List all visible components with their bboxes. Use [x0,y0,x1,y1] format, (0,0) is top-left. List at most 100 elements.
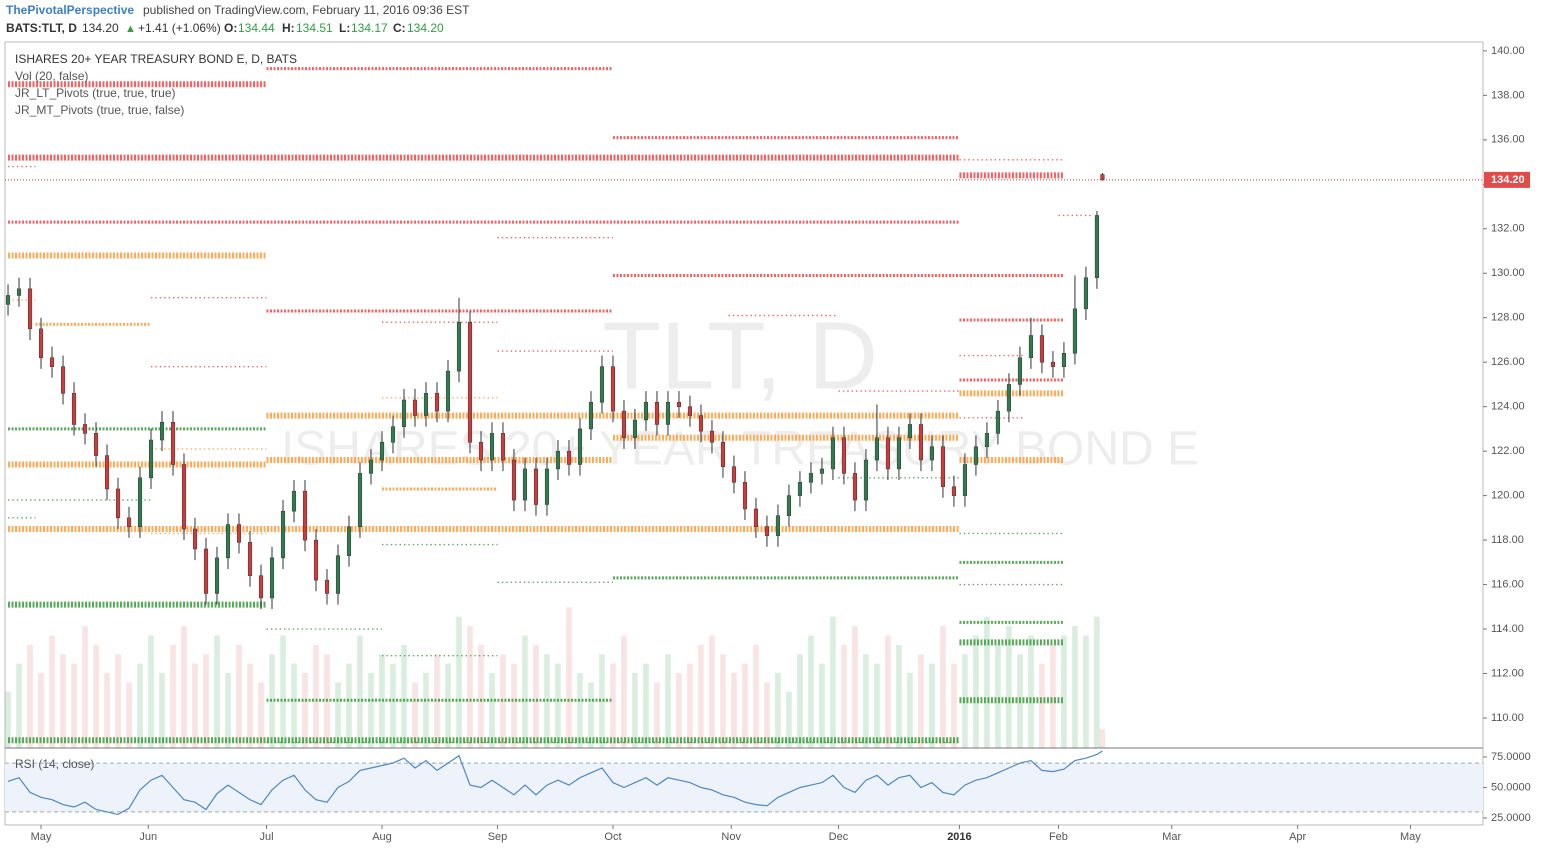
volume-bar [1050,644,1056,748]
candle-body [621,410,627,439]
volume-bar [709,635,715,748]
volume-bar [456,616,462,748]
candle-body [423,393,429,416]
candle-body [995,410,1000,434]
x-tick-label: Jul [259,831,273,843]
volume-bar [1006,626,1012,748]
candle-body [874,437,880,461]
volume-bar [1083,635,1089,748]
candle-body [830,437,836,470]
candle-body [962,464,967,496]
volume-bar [60,654,66,748]
candle-body [764,526,770,536]
rsi-tick-label: 50.0000 [1491,781,1531,793]
volume-bar [896,644,902,748]
candle-body [390,426,396,443]
candle-body [445,370,451,412]
volume-bar [93,644,99,748]
candle-body [203,548,209,594]
volume-bar [236,644,242,748]
candle-body [566,450,572,465]
candle-body [137,477,143,527]
candle-body [742,482,748,510]
volume-bar [742,663,748,748]
volume-bar [1072,626,1078,748]
volume-bar [126,682,132,748]
y-tick-label: 112.00 [1491,667,1524,679]
volume-bar [599,654,605,748]
last-price-tag [1484,171,1530,188]
y-tick-label: 140.00 [1491,45,1525,57]
watermark-symbol: TLT, D [602,302,878,409]
volume-bar [1094,616,1100,748]
volume-bar [764,682,770,748]
o-label: O: [224,21,237,35]
x-tick-label: Sep [488,831,508,843]
x-tick-label: Apr [1289,831,1306,843]
volume-bar [445,663,451,748]
volume-bar [5,691,11,748]
author[interactable]: ThePivotalPerspective [6,3,134,17]
candle-body [5,295,11,305]
volume-bar [82,626,88,748]
legend-vol: Vol (20, false) [15,69,88,83]
candle-body [500,433,506,461]
rsi-tick-label: 25.0000 [1491,812,1531,824]
l: 134.17 [351,21,388,35]
candle-body [632,419,638,439]
volume-bar [588,682,594,748]
candle-body [93,433,99,456]
volume-bar [16,663,22,748]
rsi-tick-label: 75.0000 [1491,751,1531,763]
candle-body [71,393,77,425]
last: 134.20 [82,21,119,35]
volume-bar [379,654,385,748]
volume-bar [852,626,858,748]
volume-bar [841,644,847,748]
candle-body [929,446,934,461]
last-price-label: 134.20 [1491,174,1525,186]
candle-body [269,557,275,599]
rsi-title: RSI (14, close) [15,757,94,771]
volume-bar [863,654,869,748]
change: +1.41 (+1.06%) [138,21,221,35]
volume-bar [148,635,154,748]
volume-bar [115,654,121,748]
volume-bar [665,654,671,748]
volume-bar [313,644,319,748]
candle-body [82,424,88,434]
candle-body [170,421,176,465]
candle-body [709,430,715,443]
volume-bar [423,673,429,748]
volume-bar [247,663,253,748]
volume-bar [159,673,165,748]
candle-body [346,526,352,556]
candle-body [379,442,385,461]
volume-bar [291,663,297,748]
candle-body [38,328,44,359]
candle-body [819,468,825,474]
candle-body [324,579,330,594]
candle-body [654,401,660,425]
volume-bar [478,644,484,748]
volume-bar [1061,635,1067,748]
volume-bar [940,626,946,748]
candle-body [951,486,956,496]
candle-body [126,517,132,527]
candle-body [247,542,253,576]
candle-body [863,459,869,501]
volume-bar [104,673,110,748]
volume-bar [874,663,880,748]
volume-bar [797,654,803,748]
candle-body [918,424,923,461]
volume-bar [71,663,77,748]
candle-body [214,557,220,594]
volume-bar [753,644,759,748]
candle-body [192,528,198,550]
candle-body [291,490,297,512]
x-tick-label: Aug [372,831,392,843]
candle-body [1083,277,1088,310]
volume-bar [533,644,539,748]
volume-bar [214,635,220,748]
